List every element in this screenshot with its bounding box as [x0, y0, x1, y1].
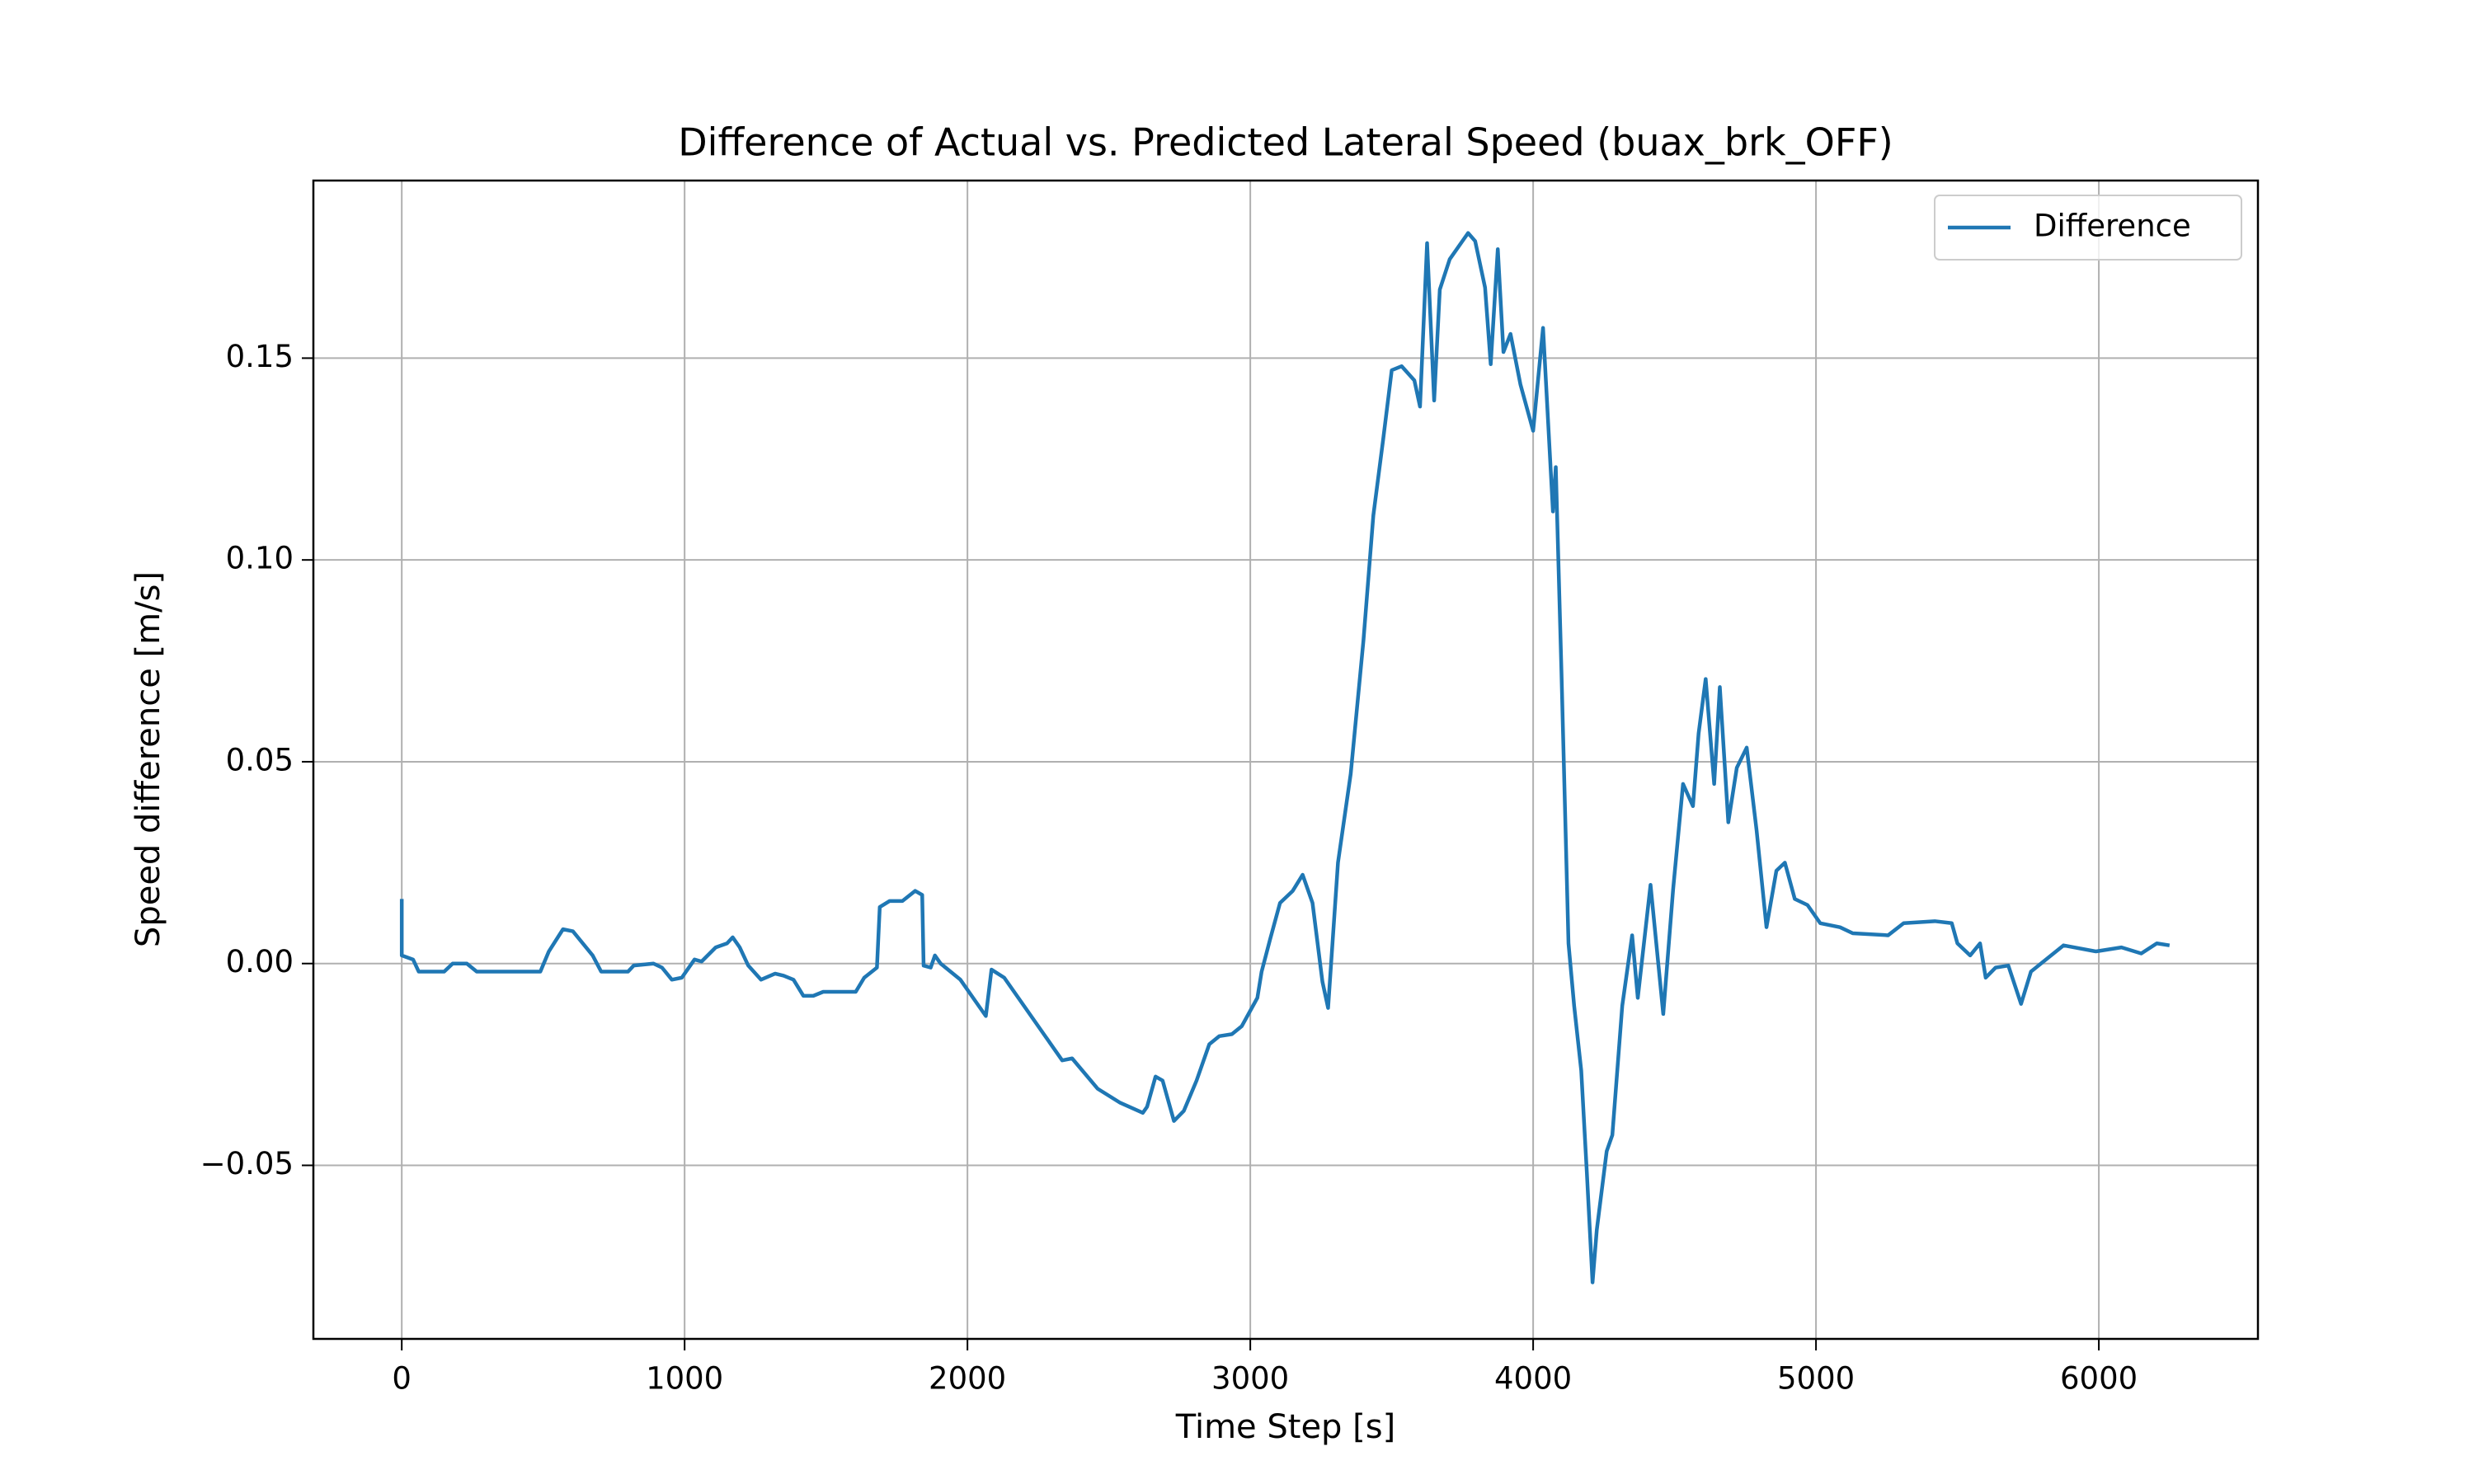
- legend-label: Difference: [2034, 209, 2191, 244]
- x-tick-label: 5000: [1777, 1361, 1855, 1397]
- y-tick-label: 0.00: [226, 944, 294, 979]
- y-tick-label: 0.15: [226, 339, 294, 374]
- x-tick-label: 6000: [2060, 1361, 2138, 1397]
- y-tick-label: 0.10: [226, 541, 294, 576]
- y-tick-label: 0.05: [226, 742, 294, 777]
- x-tick-label: 1000: [646, 1361, 723, 1397]
- x-axis-label: Time Step [s]: [1175, 1408, 1395, 1446]
- legend-box: [1934, 195, 2242, 261]
- axes-frame: [312, 179, 2260, 1341]
- x-tick-label: 2000: [929, 1361, 1006, 1397]
- y-axis-label: Speed difference [m/s]: [129, 571, 167, 947]
- chart-title: Difference of Actual vs. Predicted Later…: [678, 120, 1893, 165]
- x-tick-label: 3000: [1211, 1361, 1289, 1397]
- x-tick-label: 4000: [1494, 1361, 1572, 1397]
- x-tick-label: 0: [392, 1361, 412, 1397]
- y-tick-label: −0.05: [200, 1146, 294, 1181]
- data-line: [399, 231, 2171, 1284]
